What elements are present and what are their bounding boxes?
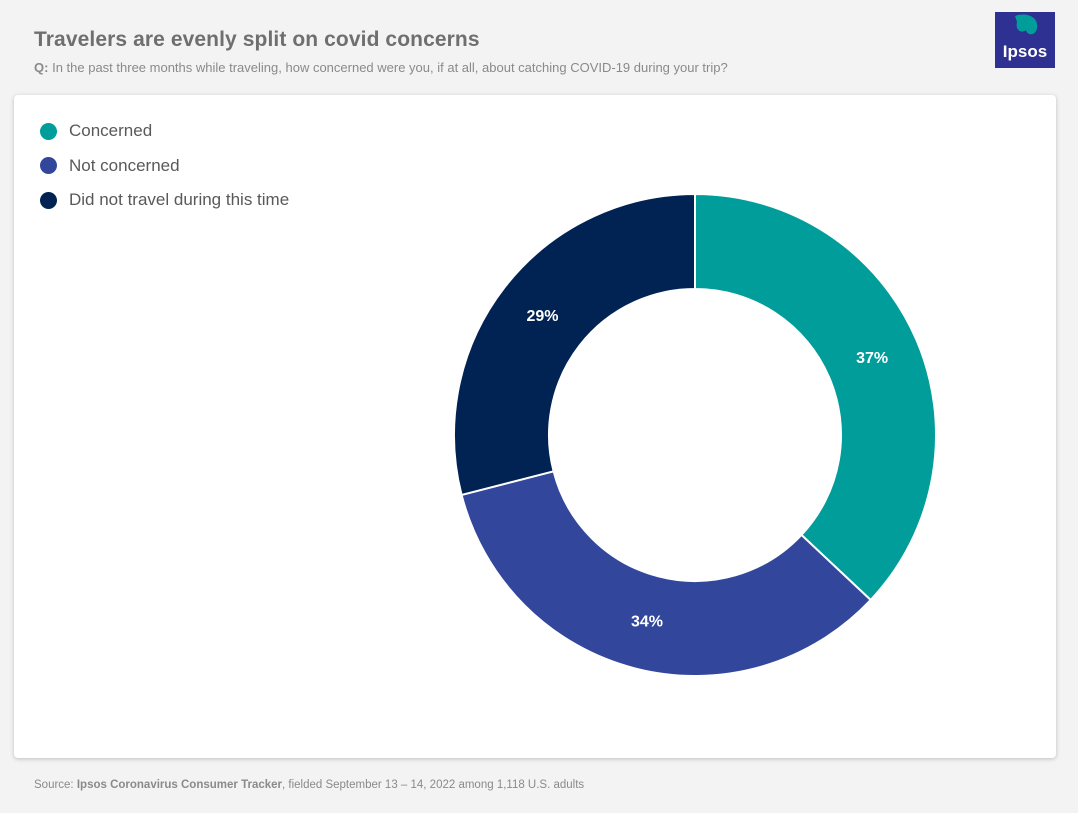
legend-item: Concerned	[40, 120, 289, 142]
donut-chart: 37% 34% 29%	[453, 192, 937, 677]
data-label: 34%	[631, 613, 663, 630]
donut-slice	[694, 192, 937, 602]
data-label: 29%	[526, 308, 558, 325]
source-suffix: , fielded September 13 – 14, 2022 among …	[282, 779, 585, 791]
question-text: In the past three months while traveling…	[52, 60, 728, 75]
source-prefix: Source:	[34, 779, 74, 791]
source-note: Source: Ipsos Coronavirus Consumer Track…	[34, 779, 584, 791]
legend-item: Did not travel during this time	[40, 189, 289, 211]
logo-text: Ipsos	[1003, 42, 1047, 61]
legend-label: Concerned	[69, 121, 153, 140]
legend-swatch	[40, 157, 57, 174]
ipsos-logo: Ipsos	[995, 12, 1055, 68]
question-prefix: Q:	[34, 60, 49, 75]
ipsos-logo-mark: Ipsos	[995, 12, 1055, 68]
source-name: Ipsos Coronavirus Consumer Tracker	[76, 779, 282, 791]
legend-label: Did not travel during this time	[69, 190, 290, 209]
donut-slice	[453, 192, 696, 497]
legend-swatch	[40, 122, 57, 140]
chart-legend: Concerned Not concerned Did not travel dur…	[40, 120, 289, 224]
survey-question: Q: In the past three months while travel…	[34, 60, 728, 75]
legend-swatch	[40, 191, 57, 209]
donut-slice	[460, 470, 873, 677]
legend-item: Not concerned	[40, 155, 289, 177]
chart-title: Travelers are evenly split on covid conc…	[34, 28, 480, 51]
legend-label: Not concerned	[69, 155, 180, 175]
data-label: 37%	[856, 350, 888, 367]
